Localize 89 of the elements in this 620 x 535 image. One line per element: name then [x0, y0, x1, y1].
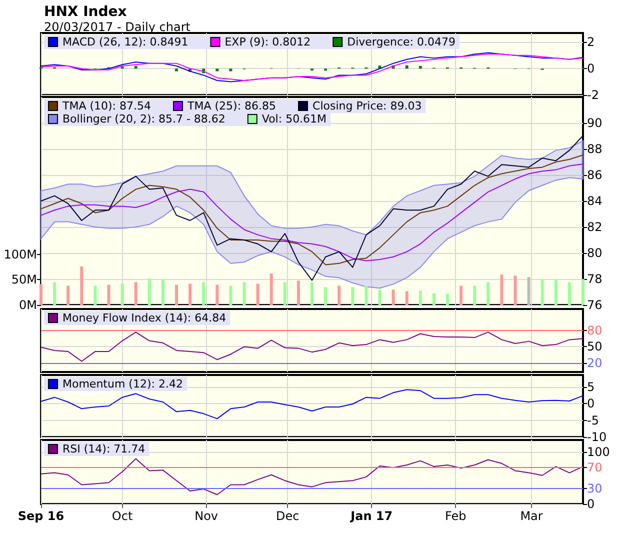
bar — [175, 284, 178, 305]
line-series — [40, 332, 584, 362]
x-tick-label: Oct — [112, 509, 133, 523]
bar — [500, 274, 504, 305]
bar — [242, 282, 246, 305]
legend-label: Bollinger (20, 2): 85.7 - 88.62 — [62, 112, 226, 126]
y-tick-label: -2 — [587, 88, 599, 102]
y-tick-label: 84 — [587, 194, 602, 208]
bar — [94, 286, 97, 305]
x-tick-label: Nov — [194, 509, 218, 523]
bar — [460, 286, 463, 305]
x-tick-label: Mar — [520, 509, 543, 523]
bar — [202, 282, 206, 305]
chart-title: HNX Index — [44, 4, 127, 20]
bar — [405, 291, 408, 305]
bar — [446, 294, 449, 305]
bar — [148, 278, 151, 305]
y-tick-label: 0 — [587, 62, 595, 76]
y-tick-label: -5 — [587, 413, 599, 428]
bar — [378, 290, 382, 305]
bar — [188, 284, 192, 305]
y-tick-label: 90 — [587, 116, 602, 130]
bar — [270, 274, 273, 305]
y-tick-label: 76 — [587, 298, 602, 312]
y-tick-label: 100 — [587, 444, 610, 459]
y-tick-label: 80 — [587, 324, 602, 338]
x-tick-label: Feb — [445, 509, 466, 523]
bar — [161, 280, 164, 305]
legend-label: Divergence: 0.0479 — [347, 36, 456, 48]
bar — [432, 293, 436, 305]
x-tick-label: Dec — [276, 509, 300, 523]
bar — [540, 280, 544, 305]
bar — [514, 276, 517, 305]
bar — [80, 266, 84, 305]
legend-label: Vol: 50.61M — [262, 112, 327, 126]
y-tick-label: 88 — [587, 142, 602, 156]
legend-label: TMA (25): 86.85 — [186, 100, 276, 112]
y-tick-label: 70 — [587, 460, 602, 475]
y-tick-label: -10 — [587, 430, 607, 444]
chart-subtitle: 20/03/2017 - Daily chart — [44, 20, 191, 34]
bar — [554, 280, 558, 305]
legend-label: EXP (9): 0.8012 — [224, 36, 311, 48]
bar — [53, 282, 56, 305]
bar — [216, 284, 219, 305]
bar — [338, 286, 341, 305]
y2-tick-label: 0M — [19, 298, 37, 312]
bar — [324, 287, 328, 305]
legend-label: Closing Price: 89.03 — [312, 100, 422, 112]
y-tick-label: 80 — [587, 246, 602, 260]
bar — [256, 284, 260, 305]
x-tick-label: Jan 17 — [350, 509, 393, 523]
y-tick-label: 20 — [587, 356, 602, 370]
bar — [296, 280, 300, 305]
bar — [107, 284, 110, 305]
bar — [134, 282, 138, 305]
y-tick-label: 78 — [587, 272, 602, 286]
x-tick-label: Sep 16 — [18, 509, 64, 523]
line-series — [40, 389, 584, 420]
y-tick-label: 86 — [587, 168, 602, 182]
bar — [582, 279, 584, 305]
bar — [283, 282, 286, 305]
bar — [229, 286, 232, 305]
legend-label: MACD (26, 12): 0.8491 — [62, 36, 188, 48]
bar — [392, 290, 395, 305]
y-tick-label: 30 — [587, 481, 602, 496]
bar — [568, 282, 571, 305]
bar — [527, 277, 530, 305]
bar — [486, 282, 490, 305]
y-tick-label: 0 — [587, 497, 595, 511]
y2-tick-label: 50M — [11, 272, 37, 287]
legend-label: RSI (14): 71.74 — [62, 442, 146, 456]
bar — [473, 286, 476, 305]
bar — [40, 284, 42, 305]
line-series — [40, 458, 584, 496]
y-tick-label: 0 — [587, 396, 595, 411]
bar — [310, 282, 314, 305]
y-tick-label: 2 — [587, 35, 595, 50]
legend-label: TMA (10): 87.54 — [62, 100, 152, 112]
legend-label: Money Flow Index (14): 64.84 — [62, 312, 226, 324]
bar — [120, 284, 124, 305]
bar — [364, 286, 368, 305]
y-tick-label: 82 — [587, 220, 602, 234]
y-tick-label: 50 — [587, 340, 602, 354]
y-tick-label: 5 — [587, 380, 595, 394]
bar — [418, 290, 422, 305]
y2-tick-label: 100M — [4, 247, 37, 262]
legend-label: Momentum (12): 2.42 — [62, 378, 183, 390]
bar — [66, 286, 70, 305]
bar — [351, 287, 354, 305]
